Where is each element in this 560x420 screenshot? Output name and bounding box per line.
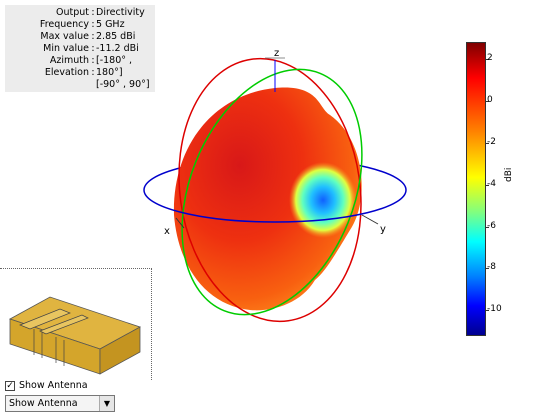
colorbar-tick-label: 0 bbox=[487, 95, 493, 105]
colorbar-tick-label: -10 bbox=[487, 304, 502, 314]
display-option-dropdown[interactable]: Show Antenna ▼ bbox=[5, 395, 115, 412]
azimuth-ring-front bbox=[143, 189, 407, 223]
pattern-info-panel: Output : Directivity Frequency : 5 GHz M… bbox=[5, 5, 155, 92]
info-value: 180°] bbox=[96, 67, 123, 78]
z-axis-label: z bbox=[274, 48, 279, 59]
colorbar-tick-label: 2 bbox=[487, 53, 493, 63]
show-antenna-checkbox-label[interactable]: Show Antenna bbox=[19, 380, 88, 391]
info-row-min: Min value : -11.2 dBi bbox=[5, 43, 155, 55]
colorbar-tickmark bbox=[486, 185, 489, 186]
info-key: Frequency bbox=[39, 19, 89, 30]
info-value: 5 GHz bbox=[96, 19, 125, 30]
dropdown-selected-value[interactable]: Show Antenna bbox=[9, 398, 78, 409]
colorbar-tickmark bbox=[486, 268, 489, 269]
info-row-max: Max value : 2.85 dBi bbox=[5, 31, 155, 43]
info-separator: : bbox=[91, 19, 95, 30]
x-axis-label: x bbox=[164, 226, 170, 237]
info-separator: : bbox=[91, 67, 95, 78]
info-key: Azimuth bbox=[49, 55, 89, 66]
info-key: Output bbox=[56, 7, 89, 18]
x-axis-line bbox=[175, 217, 185, 229]
info-separator: : bbox=[91, 43, 95, 54]
colorbar-tick-label: -6 bbox=[487, 221, 496, 231]
info-row-elevation-range: [-90° , 90°] bbox=[5, 79, 155, 91]
info-row-frequency: Frequency : 5 GHz bbox=[5, 19, 155, 31]
info-value: [-90° , 90°] bbox=[96, 79, 150, 90]
info-value: -11.2 dBi bbox=[96, 43, 139, 54]
info-key: Elevation bbox=[44, 67, 89, 78]
y-axis-line bbox=[361, 214, 379, 225]
show-antenna-checkbox[interactable]: ✓ bbox=[5, 381, 15, 391]
colorbar-tick-label: -8 bbox=[487, 262, 496, 272]
elevation-ring-red bbox=[178, 57, 362, 323]
info-row-elevation: Elevation : 180°] bbox=[5, 67, 155, 79]
info-key: Max value bbox=[40, 31, 89, 42]
info-separator: : bbox=[91, 7, 95, 18]
colorbar-tickmark bbox=[486, 101, 489, 102]
colorbar-unit-label: dBi bbox=[504, 167, 514, 182]
colorbar-tick-label: -2 bbox=[487, 137, 496, 147]
colorbar-tickmark bbox=[486, 143, 489, 144]
info-row-azimuth: Azimuth : [-180° , bbox=[5, 55, 155, 67]
colorbar-gradient bbox=[467, 43, 485, 335]
colorbar-tick-label: -4 bbox=[487, 179, 496, 189]
y-axis-label: y bbox=[380, 224, 386, 235]
chevron-down-icon[interactable]: ▼ bbox=[99, 396, 114, 411]
colorbar-tickmark bbox=[486, 310, 489, 311]
antenna-model-icon bbox=[9, 296, 141, 375]
info-row-output: Output : Directivity bbox=[5, 7, 155, 19]
info-separator: : bbox=[91, 31, 95, 42]
info-value: Directivity bbox=[96, 7, 145, 18]
antenna-preview-panel bbox=[0, 268, 152, 380]
colorbar-tickmark bbox=[486, 227, 489, 228]
elevation-ring-green bbox=[181, 68, 363, 316]
colorbar-tickmark bbox=[486, 59, 489, 60]
info-separator: : bbox=[91, 55, 95, 66]
info-value: [-180° , bbox=[96, 55, 133, 66]
info-value: 2.85 dBi bbox=[96, 31, 136, 42]
radiation-lobe bbox=[173, 87, 362, 311]
radiation-null-region bbox=[289, 162, 357, 238]
colorbar bbox=[466, 42, 486, 336]
info-key: Min value bbox=[43, 43, 89, 54]
